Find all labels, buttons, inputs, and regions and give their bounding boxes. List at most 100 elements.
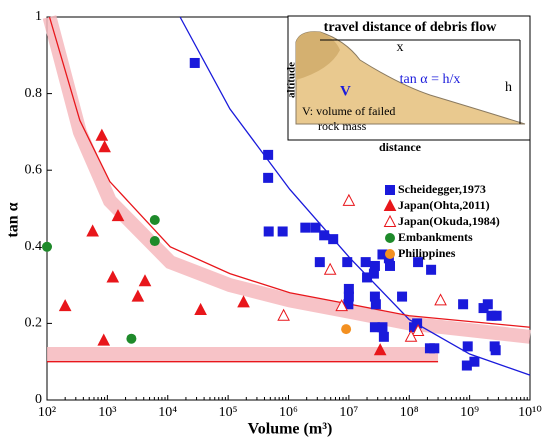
- inset-h: h: [505, 80, 512, 95]
- circle-marker: [385, 233, 395, 243]
- square-marker: [426, 264, 437, 275]
- inset-v-note: V: volume of failed: [302, 104, 395, 118]
- square-marker: [491, 310, 502, 321]
- triangle-marker: [411, 323, 425, 337]
- square-marker: [478, 303, 489, 314]
- square-marker: [429, 343, 440, 354]
- legend-label: Scheidegger,1973: [398, 182, 486, 196]
- square-marker: [343, 291, 354, 302]
- legend-label: Embankments: [398, 230, 473, 244]
- inset-v-note2: rock mass: [318, 119, 367, 133]
- square-marker: [378, 331, 389, 342]
- inset-formula: tan α = h/x: [400, 72, 461, 87]
- x-tick-label: 10⁸: [400, 405, 419, 420]
- legend-label: Japan(Ohta,2011): [398, 198, 490, 212]
- square-marker: [368, 268, 379, 279]
- square-marker: [343, 299, 354, 310]
- square-marker: [385, 185, 395, 195]
- square-marker: [369, 291, 380, 302]
- inset-distance: distance: [379, 140, 422, 154]
- y-tick-label: 0.2: [25, 316, 43, 331]
- triangle-marker: [237, 295, 250, 308]
- inset-v: V: [340, 83, 351, 99]
- x-tick-label: 10⁴: [158, 405, 177, 420]
- inset: travel distance of debris flow x altitud…: [286, 15, 531, 154]
- circle-marker: [385, 249, 395, 259]
- x-tick-label: 10⁷: [339, 405, 358, 420]
- square-marker: [385, 260, 396, 271]
- inset-x: x: [397, 40, 404, 55]
- square-marker: [458, 299, 469, 310]
- triangle-marker: [111, 209, 125, 222]
- triangle-marker: [383, 214, 397, 227]
- triangle-marker: [434, 293, 447, 306]
- square-marker: [377, 249, 388, 260]
- x-tick-label: 10⁹: [460, 405, 479, 420]
- triangle-marker: [106, 270, 120, 283]
- triangle-marker: [335, 299, 349, 312]
- square-marker: [462, 341, 473, 352]
- circle-marker: [42, 241, 52, 252]
- square-marker: [263, 226, 274, 237]
- legend-label: Japan(Okuda,1984): [398, 214, 500, 228]
- square-marker: [362, 272, 373, 283]
- circle-marker: [149, 236, 160, 247]
- triangle-marker: [95, 128, 109, 141]
- square-marker: [377, 322, 388, 333]
- square-marker: [263, 149, 274, 160]
- inset-altitude: altitude: [286, 62, 298, 98]
- y-tick-label: 0.4: [25, 239, 43, 254]
- triangle-marker: [194, 302, 207, 315]
- legend-label: Philippines: [398, 246, 456, 260]
- circle-marker: [126, 333, 137, 344]
- triangle-marker: [58, 299, 72, 312]
- square-marker: [397, 291, 408, 302]
- square-marker: [486, 310, 497, 321]
- y-tick-label: 1: [35, 9, 42, 24]
- square-marker: [469, 356, 480, 367]
- triangle-marker: [131, 289, 145, 302]
- square-marker: [310, 222, 321, 233]
- x-tick-label: 10⁶: [279, 405, 298, 420]
- square-marker: [189, 57, 200, 68]
- inset-title: travel distance of debris flow: [324, 20, 498, 35]
- square-marker: [369, 260, 380, 271]
- square-marker: [263, 172, 274, 183]
- x-tick-label: 10³: [98, 405, 116, 420]
- square-marker: [461, 360, 472, 371]
- y-tick-label: 0: [35, 392, 42, 407]
- band: [42, 15, 531, 344]
- square-marker: [328, 234, 339, 245]
- x-tick-label: 10⁵: [219, 405, 238, 420]
- triangle-marker: [98, 140, 111, 153]
- triangle-marker: [323, 262, 337, 275]
- triangle-marker: [373, 343, 387, 356]
- y-axis-label: tan α: [5, 202, 22, 237]
- square-marker: [413, 257, 424, 268]
- triangle-marker: [383, 198, 397, 211]
- y-tick-label: 0.8: [25, 86, 43, 101]
- triangle-marker: [342, 193, 356, 206]
- triangle-marker: [404, 329, 418, 342]
- triangle-marker: [97, 333, 111, 346]
- y-tick-label: 0.6: [25, 162, 43, 177]
- square-marker: [314, 257, 325, 268]
- fit-line: [48, 16, 531, 328]
- triangle-marker: [138, 274, 152, 287]
- square-marker: [319, 230, 330, 241]
- square-marker: [369, 322, 380, 333]
- inset-mass: [296, 31, 340, 124]
- x-axis-label: Volume (m³): [248, 421, 333, 438]
- square-marker: [343, 283, 354, 294]
- triangle-marker: [277, 308, 290, 321]
- triangle-marker: [86, 224, 99, 237]
- circle-marker: [341, 324, 352, 335]
- square-marker: [342, 257, 353, 268]
- square-marker: [360, 257, 371, 268]
- square-marker: [370, 299, 381, 310]
- square-marker: [300, 222, 311, 233]
- x-tick-label: 10¹⁰: [518, 405, 542, 420]
- x-tick-label: 10²: [38, 405, 56, 420]
- square-marker: [409, 322, 420, 333]
